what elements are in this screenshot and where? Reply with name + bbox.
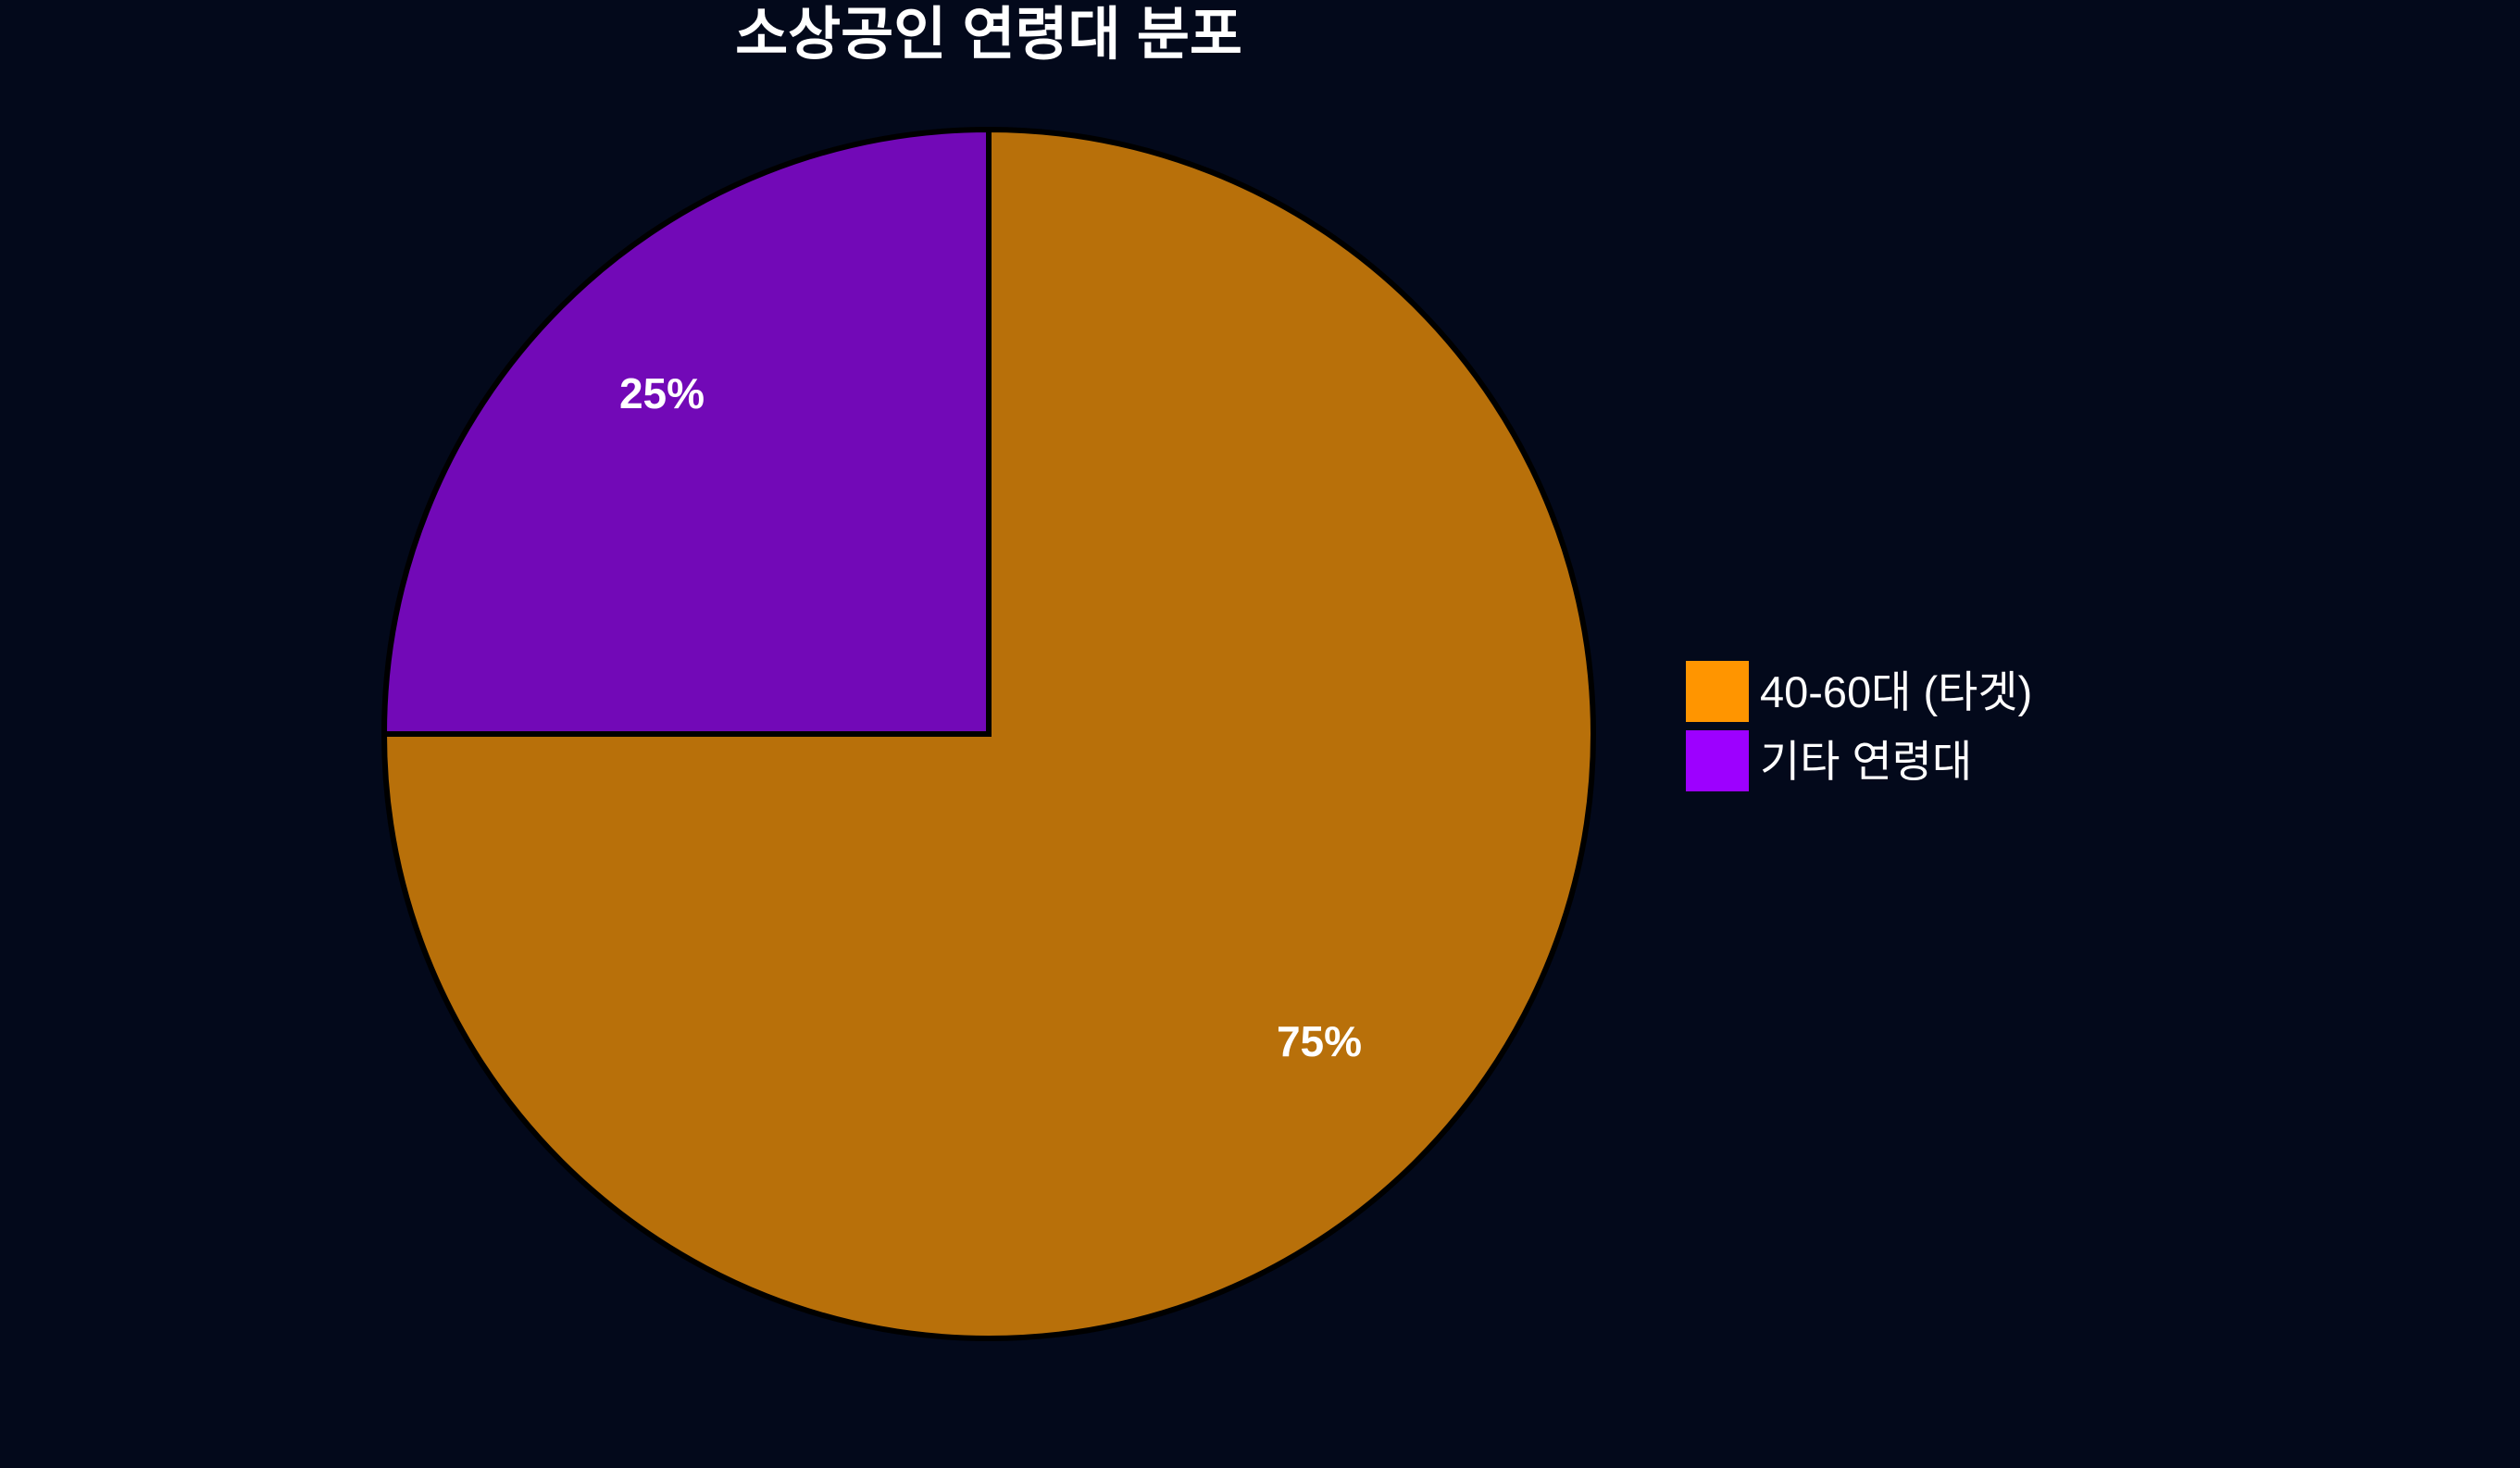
legend-item[interactable]: 기타 연령대 <box>1686 730 2032 791</box>
legend-item[interactable]: 40-60대 (타겟) <box>1686 661 2032 722</box>
chart-legend: 40-60대 (타겟) 기타 연령대 <box>1686 661 2032 791</box>
pie-slice[interactable] <box>380 126 992 737</box>
pie-wedge-group <box>380 126 1596 1341</box>
legend-color-swatch <box>1686 661 1749 722</box>
chart-title: 소상공인 연령대 분포 <box>735 3 1242 67</box>
legend-item-label: 40-60대 (타겟) <box>1760 666 2033 716</box>
legend-item-label: 기타 연령대 <box>1760 736 1973 786</box>
pie-slice[interactable] <box>380 126 1596 1341</box>
legend-color-swatch <box>1686 730 1749 791</box>
